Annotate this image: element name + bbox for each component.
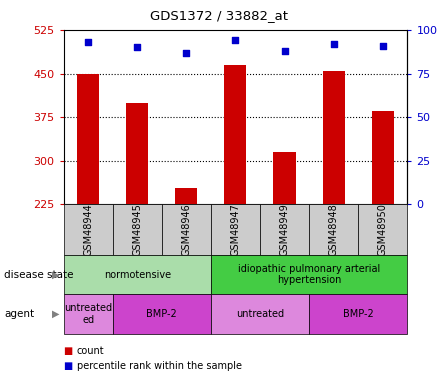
Text: GSM48949: GSM48949 — [279, 203, 290, 256]
Text: ▶: ▶ — [52, 309, 60, 319]
Bar — [64, 204, 113, 255]
Point — [183, 50, 190, 55]
Bar — [224, 65, 247, 204]
Text: ■: ■ — [64, 346, 73, 355]
Bar — [64, 255, 211, 294]
Bar — [372, 111, 394, 204]
Text: untreated
ed: untreated ed — [64, 303, 112, 325]
Text: untreated: untreated — [236, 309, 284, 319]
Bar — [211, 204, 260, 255]
Text: normotensive: normotensive — [104, 270, 171, 280]
Bar — [358, 204, 407, 255]
Bar — [260, 204, 309, 255]
Point — [85, 39, 92, 45]
Text: disease state: disease state — [4, 270, 74, 280]
Text: BMP-2: BMP-2 — [146, 309, 177, 319]
Text: GSM48947: GSM48947 — [230, 203, 240, 256]
Text: GSM48950: GSM48950 — [378, 203, 388, 256]
Text: GSM48946: GSM48946 — [181, 203, 191, 256]
Point — [281, 48, 288, 54]
Point — [330, 41, 337, 47]
Text: ▶: ▶ — [52, 270, 60, 280]
Bar — [113, 204, 162, 255]
Bar — [323, 70, 345, 204]
Bar — [309, 204, 358, 255]
Text: BMP-2: BMP-2 — [343, 309, 374, 319]
Bar — [162, 204, 211, 255]
Point — [134, 45, 141, 51]
Text: GSM48944: GSM48944 — [83, 203, 93, 256]
Bar — [175, 188, 198, 204]
Point — [232, 38, 239, 44]
Bar — [126, 103, 148, 204]
Bar — [309, 294, 407, 334]
Text: idiopathic pulmonary arterial
hypertension: idiopathic pulmonary arterial hypertensi… — [238, 264, 380, 285]
Text: count: count — [77, 346, 104, 355]
Bar — [64, 294, 113, 334]
Text: ■: ■ — [64, 361, 73, 370]
Point — [379, 43, 386, 49]
Bar — [113, 294, 211, 334]
Text: GDS1372 / 33882_at: GDS1372 / 33882_at — [150, 9, 288, 22]
Bar — [77, 74, 99, 204]
Bar — [211, 255, 407, 294]
Text: agent: agent — [4, 309, 35, 319]
Bar — [273, 152, 296, 204]
Bar — [211, 294, 309, 334]
Text: GSM48945: GSM48945 — [132, 203, 142, 256]
Text: percentile rank within the sample: percentile rank within the sample — [77, 361, 242, 370]
Text: GSM48948: GSM48948 — [328, 203, 339, 256]
